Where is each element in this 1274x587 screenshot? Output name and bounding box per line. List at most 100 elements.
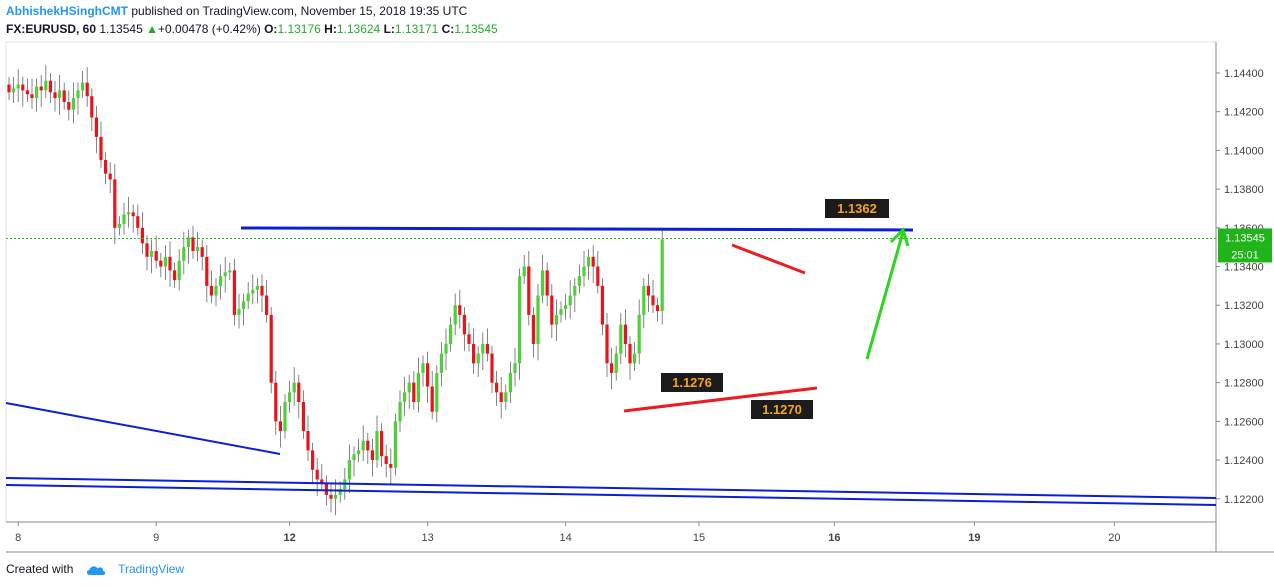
candle-body (214, 285, 218, 296)
triangle-upper-line (731, 243, 806, 275)
candle-body (131, 212, 135, 217)
candle-body (25, 90, 29, 95)
candle-body (591, 256, 595, 267)
candle-body (366, 440, 370, 451)
time-tick-label: 12 (283, 532, 295, 544)
candle-body (531, 314, 535, 344)
candle-body (490, 353, 494, 383)
price-tick-label: 1.12200 (1224, 494, 1264, 506)
candle-body (246, 293, 250, 302)
low-value: 1.13171 (394, 22, 439, 36)
triangle-lower-line (623, 386, 818, 413)
candle-body (536, 295, 540, 344)
symbol-label[interactable]: FX:EURUSD, 60 (6, 22, 97, 36)
countdown-tag-bg (1218, 246, 1272, 263)
candle-body (421, 363, 425, 373)
candle-body (637, 314, 641, 354)
change-up-icon: ▲ (146, 22, 158, 36)
candle-body (573, 285, 577, 296)
candle-body (481, 343, 485, 354)
candle-body (62, 90, 66, 102)
candle-body (568, 295, 572, 306)
time-tick-label: 19 (968, 532, 980, 544)
candle-body (90, 96, 94, 118)
candle-body (48, 80, 52, 93)
candle-body (582, 266, 586, 277)
time-tick-label: 13 (421, 532, 433, 544)
candle-body (81, 82, 85, 91)
candle-body (16, 84, 20, 89)
candle-body (269, 314, 273, 383)
candle-body (623, 324, 627, 344)
author-link[interactable]: AbhishekHSinghCMT (6, 4, 128, 18)
candle-body (375, 431, 379, 461)
candle-body (472, 343, 476, 364)
candle-body (278, 421, 282, 432)
candle-body (117, 223, 121, 228)
candle-body (283, 402, 287, 432)
candle-body (53, 92, 57, 99)
candle-body (605, 324, 609, 364)
candle-body (504, 392, 508, 402)
cloud-icon (86, 566, 105, 575)
candle-body (232, 270, 236, 315)
candle-body (435, 372, 439, 412)
close-label: C: (441, 22, 455, 36)
candle-body (205, 256, 209, 286)
candle-body (71, 98, 75, 110)
candle-body (35, 86, 39, 99)
projection-arrow-head (889, 227, 910, 247)
symbol-ohlc-line: FX:EURUSD, 60 1.13545 ▲+0.00478 (+0.42%)… (6, 22, 498, 36)
time-tick-label: 20 (1108, 532, 1120, 544)
annotation-label-low-left: 1.1276 (672, 375, 712, 390)
plot-area-frame (5, 41, 1217, 523)
resistance-line (240, 226, 914, 232)
candle-body (559, 309, 563, 315)
candle-body (398, 402, 402, 422)
candle-body (628, 343, 632, 364)
candle-body (219, 276, 223, 286)
candle-body (380, 431, 384, 457)
countdown-tag: 25:01 (1231, 249, 1259, 261)
close-value: 1.13545 (454, 22, 498, 36)
candle-body (7, 84, 11, 93)
candle-body (393, 421, 397, 468)
candle-body (439, 353, 443, 373)
high-value: 1.13624 (336, 22, 381, 36)
current-price-tag-bg (1218, 228, 1272, 247)
candle-body (260, 285, 264, 296)
candle-body (104, 160, 108, 174)
tradingview-brand-link[interactable]: TradingView (118, 562, 185, 576)
candle-body (651, 295, 655, 306)
candle-body (154, 251, 158, 261)
candle-body (462, 314, 466, 335)
candle-body (127, 212, 131, 215)
candle-body (522, 266, 526, 277)
candle-body (495, 382, 499, 393)
price-tick-label: 1.14000 (1224, 145, 1264, 157)
candle-body (430, 386, 434, 412)
annotation-label-high: 1.1362 (837, 201, 877, 216)
candle-body (403, 392, 407, 402)
price-tick-label: 1.13200 (1224, 300, 1264, 312)
candle-body (237, 309, 241, 315)
low-label: L: (383, 22, 395, 36)
candle-body (458, 305, 462, 315)
candle-body (389, 463, 393, 468)
candle-body (67, 102, 71, 110)
candle-body (352, 454, 356, 461)
candle-body (564, 305, 568, 310)
candle-body (177, 260, 181, 281)
price-tick-label: 1.12800 (1224, 378, 1264, 390)
candle-body (209, 285, 213, 296)
candle-body (485, 343, 489, 354)
created-with-text: Created with (6, 562, 74, 576)
candle-body (660, 239, 664, 312)
candle-body (200, 247, 204, 257)
high-label: H: (324, 22, 337, 36)
open-label: O: (264, 22, 278, 36)
candle-body (527, 266, 531, 315)
candle-body (251, 289, 255, 294)
current-price-tag: 1.13545 (1225, 232, 1265, 244)
